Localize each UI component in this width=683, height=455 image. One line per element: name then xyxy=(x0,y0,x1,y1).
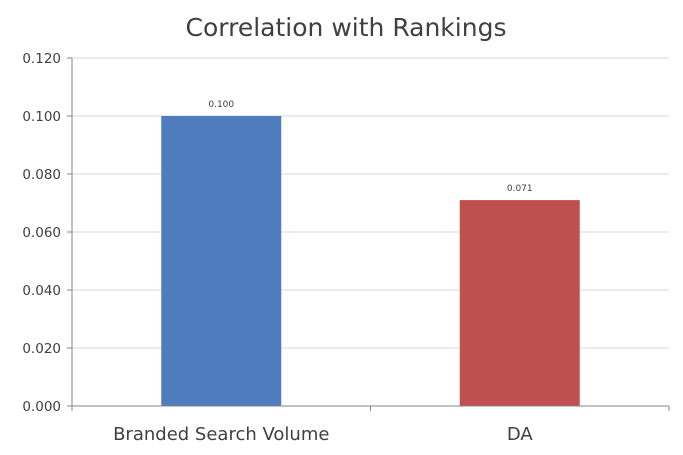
bar xyxy=(459,200,580,406)
x-axis-ticks: Branded Search Volume DA xyxy=(71,406,670,445)
y-axis-ticks: 0.000 0.020 0.040 0.060 0.080 0.100 0.120 xyxy=(22,51,72,415)
y-tick-label: 0.040 xyxy=(22,283,61,299)
data-label: 0.071 xyxy=(507,184,533,194)
y-tick-label: 0.000 xyxy=(22,399,61,415)
bars xyxy=(161,116,580,406)
y-tick-label: 0.020 xyxy=(22,341,61,357)
x-tick-label: DA xyxy=(507,424,534,445)
data-labels: 0.100 0.071 xyxy=(208,100,532,194)
data-label: 0.100 xyxy=(208,100,234,110)
y-tick-label: 0.080 xyxy=(22,167,61,183)
bar xyxy=(161,116,282,406)
y-tick-label: 0.100 xyxy=(22,109,61,125)
chart-title: Correlation with Rankings xyxy=(186,13,507,42)
y-tick-label: 0.120 xyxy=(22,51,61,67)
x-tick-label: Branded Search Volume xyxy=(113,424,329,445)
y-tick-label: 0.060 xyxy=(22,225,61,241)
